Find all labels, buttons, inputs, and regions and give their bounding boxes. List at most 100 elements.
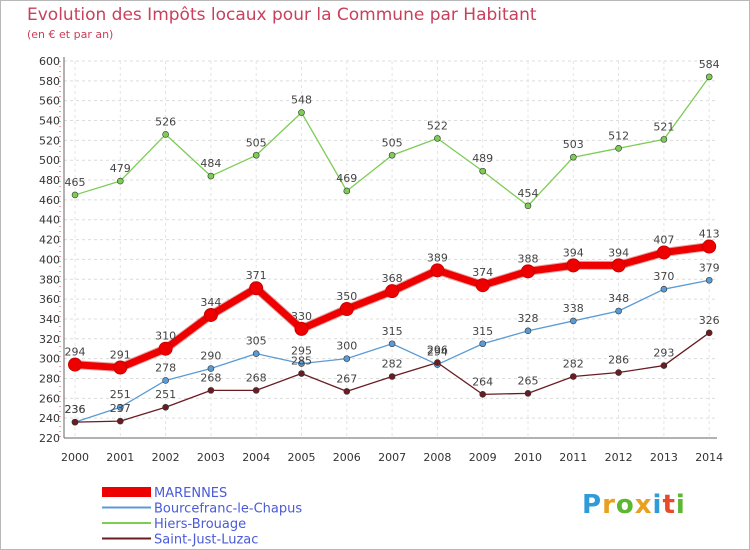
data-label: 368 <box>382 272 403 285</box>
data-point <box>705 73 713 81</box>
data-label: 489 <box>472 152 493 165</box>
data-label: 328 <box>518 312 539 325</box>
data-label: 348 <box>608 292 629 305</box>
data-label: 237 <box>110 402 131 415</box>
logo-letter: i <box>675 490 686 520</box>
data-label: 503 <box>563 138 584 151</box>
logo-letter: o <box>615 490 635 520</box>
data-point <box>343 388 351 395</box>
data-label: 338 <box>563 302 584 315</box>
x-tick-label: 2007 <box>378 451 406 464</box>
data-point <box>385 284 400 299</box>
data-point <box>524 390 532 397</box>
data-label: 236 <box>65 403 86 416</box>
data-label: 278 <box>155 361 176 374</box>
data-label: 371 <box>246 269 267 282</box>
data-point <box>343 355 351 362</box>
data-point <box>158 341 173 356</box>
data-label: 522 <box>427 119 448 132</box>
y-tick-label: 540 <box>39 115 60 128</box>
data-point <box>434 359 441 366</box>
x-tick-label: 2004 <box>242 451 270 464</box>
x-tick-label: 2000 <box>61 451 89 464</box>
x-tick-label: 2009 <box>469 451 497 464</box>
y-tick-label: 380 <box>39 273 60 286</box>
data-point <box>203 307 218 322</box>
data-label: 394 <box>608 246 629 259</box>
x-tick-label: 2008 <box>423 451 451 464</box>
y-tick-label: 600 <box>39 55 60 68</box>
data-point <box>479 391 487 398</box>
logo-letter: P <box>582 490 603 520</box>
data-label: 326 <box>699 314 720 327</box>
data-label: 374 <box>472 266 493 279</box>
x-tick-label: 2001 <box>106 451 134 464</box>
y-tick-label: 320 <box>39 333 60 346</box>
data-label: 296 <box>427 344 448 357</box>
data-label: 293 <box>653 347 674 360</box>
data-label: 286 <box>608 354 629 367</box>
data-label: 413 <box>699 228 720 241</box>
legend-swatch <box>102 537 151 540</box>
data-point <box>569 317 577 325</box>
chart-subtitle: (en € et par an) <box>27 28 114 41</box>
y-tick-label: 500 <box>39 154 60 167</box>
data-label: 454 <box>518 187 539 200</box>
legend-label: MARENNES <box>154 486 227 501</box>
y-tick-label: 460 <box>39 194 60 207</box>
data-label: 330 <box>291 310 312 323</box>
data-label: 505 <box>246 136 267 149</box>
data-label: 505 <box>382 136 403 149</box>
y-tick-label: 340 <box>39 313 60 326</box>
proxiti-logo: Proxiti <box>582 490 686 520</box>
logo-letter: r <box>602 490 616 520</box>
data-point <box>343 187 351 195</box>
data-point <box>615 145 622 152</box>
data-point <box>339 302 354 317</box>
data-point <box>388 151 396 159</box>
data-label: 315 <box>472 325 493 338</box>
data-label: 388 <box>518 252 539 265</box>
data-label: 294 <box>427 346 448 359</box>
data-label: 469 <box>336 172 357 185</box>
data-label: 389 <box>427 251 448 264</box>
data-point <box>521 264 535 279</box>
data-point <box>71 418 79 426</box>
data-point <box>207 387 215 394</box>
data-point <box>117 417 124 425</box>
data-point <box>388 373 396 380</box>
data-label: 394 <box>563 246 584 259</box>
data-point <box>117 177 124 185</box>
y-tick-label: 560 <box>39 95 60 108</box>
data-point <box>298 109 305 116</box>
data-point <box>113 360 128 375</box>
data-point <box>252 151 260 159</box>
data-point <box>430 263 445 278</box>
legend-label: Hiers-Brouage <box>154 517 246 532</box>
data-label: 265 <box>518 374 539 387</box>
data-point <box>162 131 169 138</box>
data-label: 290 <box>200 350 221 363</box>
data-point <box>569 153 577 161</box>
data-point <box>388 340 396 348</box>
data-label: 484 <box>200 157 221 170</box>
data-point <box>524 327 532 335</box>
data-point <box>615 369 622 376</box>
logo-letter: t <box>662 490 676 520</box>
x-tick-label: 2002 <box>152 451 180 464</box>
data-point <box>207 365 215 372</box>
y-tick-label: 220 <box>39 432 60 445</box>
data-point <box>162 403 169 411</box>
data-point <box>71 191 79 199</box>
y-tick-label: 400 <box>39 253 60 266</box>
data-label: 291 <box>110 349 131 362</box>
data-point <box>660 362 668 369</box>
x-tick-label: 2014 <box>695 451 723 464</box>
data-point <box>162 377 169 384</box>
data-point <box>569 373 577 380</box>
data-point <box>524 202 532 210</box>
y-tick-label: 240 <box>39 412 60 425</box>
y-tick-label: 300 <box>39 353 60 366</box>
y-tick-label: 260 <box>39 392 60 405</box>
